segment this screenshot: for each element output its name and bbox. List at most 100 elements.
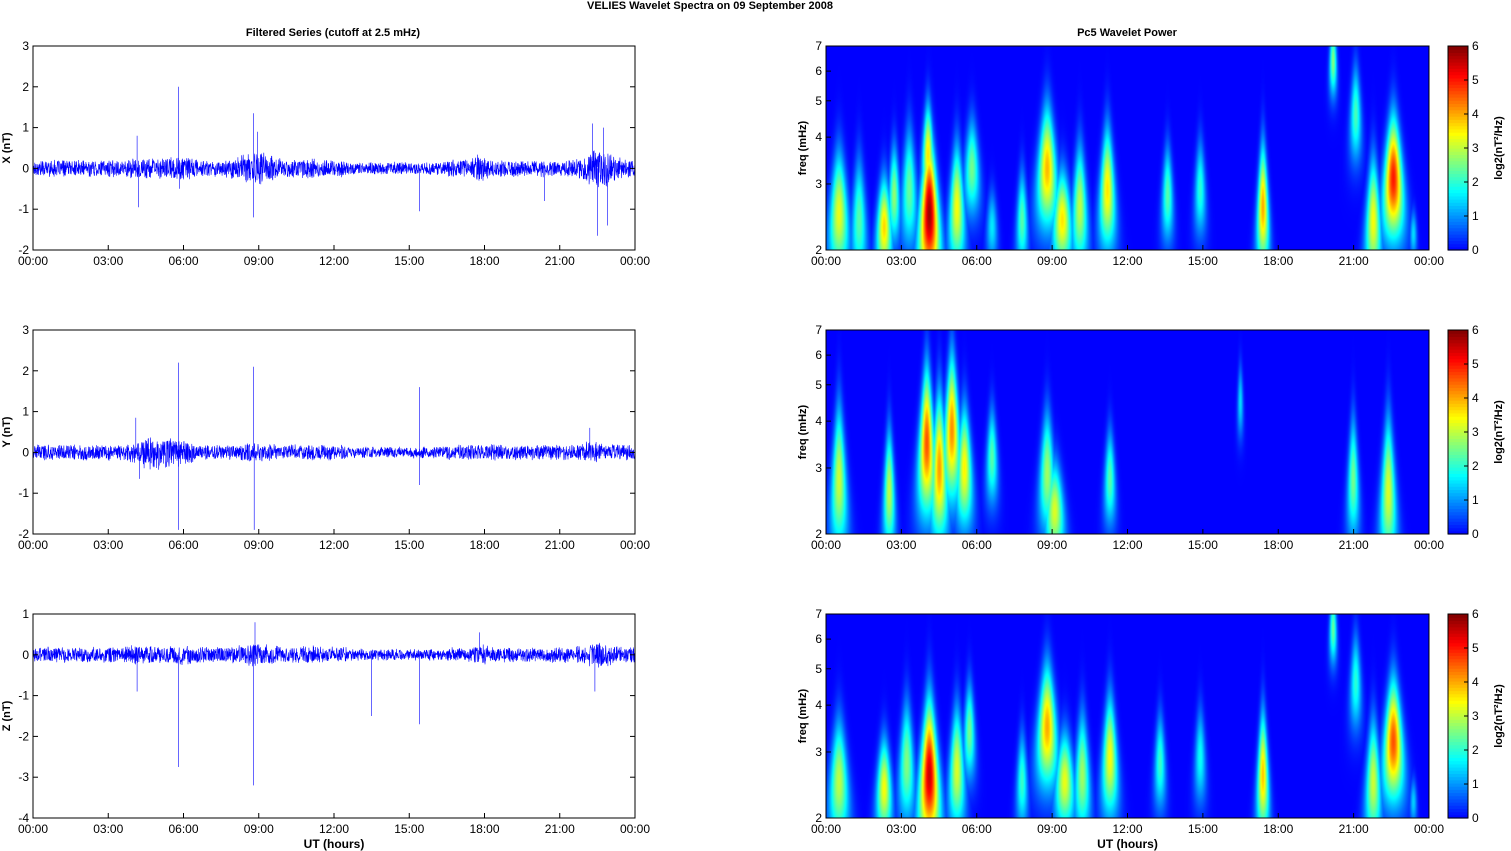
series-z-ytick-label: -4	[18, 811, 29, 825]
wavelet-y-colorbar-step	[1448, 403, 1468, 408]
wavelet-x-colorbar-step	[1448, 151, 1468, 155]
wavelet-y-colorbar-tick-label: 1	[1472, 493, 1479, 507]
wavelet-z-xtick-label: 00:00	[811, 822, 841, 836]
wavelet-z-colorbar-step	[1448, 658, 1468, 663]
wavelet-y-ytick-label: 2	[815, 527, 822, 541]
wavelet-y-colorbar-step	[1448, 406, 1468, 411]
wavelet-y-colorbar-step	[1448, 530, 1468, 535]
wavelet-x-colorbar-step	[1448, 112, 1468, 117]
series-z-xtick-label: 21:00	[545, 822, 575, 836]
wavelet-x-colorbar-step	[1448, 157, 1468, 162]
wavelet-z-colorbar-step	[1448, 735, 1468, 739]
wavelet-y-colorbar-step	[1448, 384, 1468, 388]
series-y-ytick-label: 3	[22, 323, 29, 337]
wavelet-x-colorbar-step	[1448, 58, 1468, 63]
wavelet-z-colorbar-step	[1448, 773, 1468, 778]
wavelet-x-ytick-label: 2	[815, 243, 822, 257]
wavelet-z-ylabel: freq (mHz)	[797, 688, 809, 743]
wavelet-x-ylabel: freq (mHz)	[797, 120, 809, 175]
wavelet-y-colorbar-step	[1448, 486, 1468, 490]
wavelet-x-colorbar-step	[1448, 170, 1468, 175]
wavelet-x-colorbar-step	[1448, 65, 1468, 69]
wavelet-z-colorbar-step	[1448, 626, 1468, 631]
wavelet-x-colorbar-step	[1448, 61, 1468, 66]
wavelet-z-colorbar-tick-label: 1	[1472, 777, 1479, 791]
wavelet-x-colorbar-step	[1448, 186, 1468, 191]
wavelet-x-colorbar-step	[1448, 176, 1468, 181]
wavelet-y-colorbar-step	[1448, 339, 1468, 344]
wavelet-y-colorbar-step	[1448, 524, 1468, 529]
wavelet-x-colorbar-step	[1448, 135, 1468, 140]
wavelet-x-colorbar-step	[1448, 103, 1468, 108]
wavelet-z-colorbar-step	[1448, 652, 1468, 657]
wavelet-z-colorbar-step	[1448, 661, 1468, 666]
wavelet-z-colorbar-step	[1448, 620, 1468, 625]
wavelet-y-colorbar-step	[1448, 502, 1468, 506]
wavelet-y-colorbar-step	[1448, 374, 1468, 379]
series-x-xtick-label: 12:00	[319, 254, 349, 268]
wavelet-z-colorbar-step	[1448, 738, 1468, 743]
wavelet-z-xtick-label: 21:00	[1339, 822, 1369, 836]
wavelet-y-xtick-label: 00:00	[1414, 538, 1444, 552]
series-z-xtick-label: 09:00	[244, 822, 274, 836]
wavelet-x-xtick-label: 00:00	[811, 254, 841, 268]
wavelet-x-colorbar-step	[1448, 192, 1468, 197]
series-z-trace	[32, 622, 636, 786]
wavelet-z-colorbar-step	[1448, 786, 1468, 790]
series-x-xtick-label: 18:00	[469, 254, 499, 268]
wavelet-y-colorbar-step	[1448, 412, 1468, 417]
series-x-ytick-label: -1	[18, 202, 29, 216]
wavelet-x-colorbar-step	[1448, 183, 1468, 187]
wavelet-x-colorbar-step	[1448, 230, 1468, 235]
wavelet-z-colorbar-step	[1448, 680, 1468, 685]
wavelet-z-colorbar-step	[1448, 614, 1468, 618]
series-x-ytick-label: 0	[22, 161, 29, 175]
wavelet-x-ytick-label: 4	[815, 130, 822, 144]
wavelet-x-colorbar-step	[1448, 214, 1468, 219]
wavelet-z-xtick-label: 03:00	[886, 822, 916, 836]
wavelet-z-colorbar-step	[1448, 782, 1468, 787]
wavelet-z-colorbar-step	[1448, 633, 1468, 637]
series-z-xtick-label: 00:00	[18, 822, 48, 836]
wavelet-x-xtick-label: 18:00	[1263, 254, 1293, 268]
wavelet-x-colorbar-step	[1448, 122, 1468, 127]
wavelet-x-colorbar-step	[1448, 202, 1468, 206]
wavelet-y-colorbar-step	[1448, 419, 1468, 424]
wavelet-z-colorbar-step	[1448, 728, 1468, 733]
wavelet-y-ytick-label: 4	[815, 414, 822, 428]
wavelet-x-colorbar-step	[1448, 119, 1468, 124]
wavelet-y-colorbar-step	[1448, 400, 1468, 404]
wavelet-z-colorbar-tick-label: 6	[1472, 607, 1479, 621]
wavelet-z-colorbar-step	[1448, 642, 1468, 647]
wavelet-x-colorbar-step	[1448, 106, 1468, 111]
wavelet-y-colorbar-step	[1448, 336, 1468, 341]
wavelet-y-colorbar-tick-label: 6	[1472, 323, 1479, 337]
wavelet-x-xtick-label: 00:00	[1414, 254, 1444, 268]
series-z-ytick-label: -1	[18, 689, 29, 703]
wavelet-y-colorbar-step	[1448, 495, 1468, 500]
wavelet-z-colorbar-step	[1448, 629, 1468, 634]
wavelet-z-colorbar-step	[1448, 805, 1468, 810]
wavelet-x-colorbar-step	[1448, 179, 1468, 184]
wavelet-y-colorbar-step	[1448, 460, 1468, 465]
wavelet-z-colorbar-step	[1448, 779, 1468, 784]
wavelet-z-colorbar-step	[1448, 808, 1468, 813]
wavelet-z-colorbar-step	[1448, 700, 1468, 704]
wavelet-z-xtick-label: 12:00	[1112, 822, 1142, 836]
wavelet-x-ytick-label: 5	[815, 94, 822, 108]
wavelet-y-colorbar-step	[1448, 521, 1468, 526]
wavelet-z-colorbar-step	[1448, 636, 1468, 641]
wavelet-y-colorbar-step	[1448, 498, 1468, 503]
wavelet-z-ytick-label: 3	[815, 745, 822, 759]
wavelet-x-colorbar-label: log2(nT²/Hz)	[1493, 116, 1505, 180]
wavelet-z-colorbar-step	[1448, 684, 1468, 688]
wavelet-z-xtick-label: 06:00	[962, 822, 992, 836]
wavelet-x-colorbar-step	[1448, 81, 1468, 85]
wavelet-y-colorbar-step	[1448, 361, 1468, 366]
wavelet-x-heatmap	[826, 46, 1429, 250]
series-z-xtick-label: 18:00	[469, 822, 499, 836]
wavelet-x-colorbar-step	[1448, 125, 1468, 130]
wavelet-z-colorbar-step	[1448, 731, 1468, 736]
wavelet-z-colorbar-label: log2(nT²/Hz)	[1493, 684, 1505, 748]
wavelet-x-ytick-label: 3	[815, 177, 822, 191]
